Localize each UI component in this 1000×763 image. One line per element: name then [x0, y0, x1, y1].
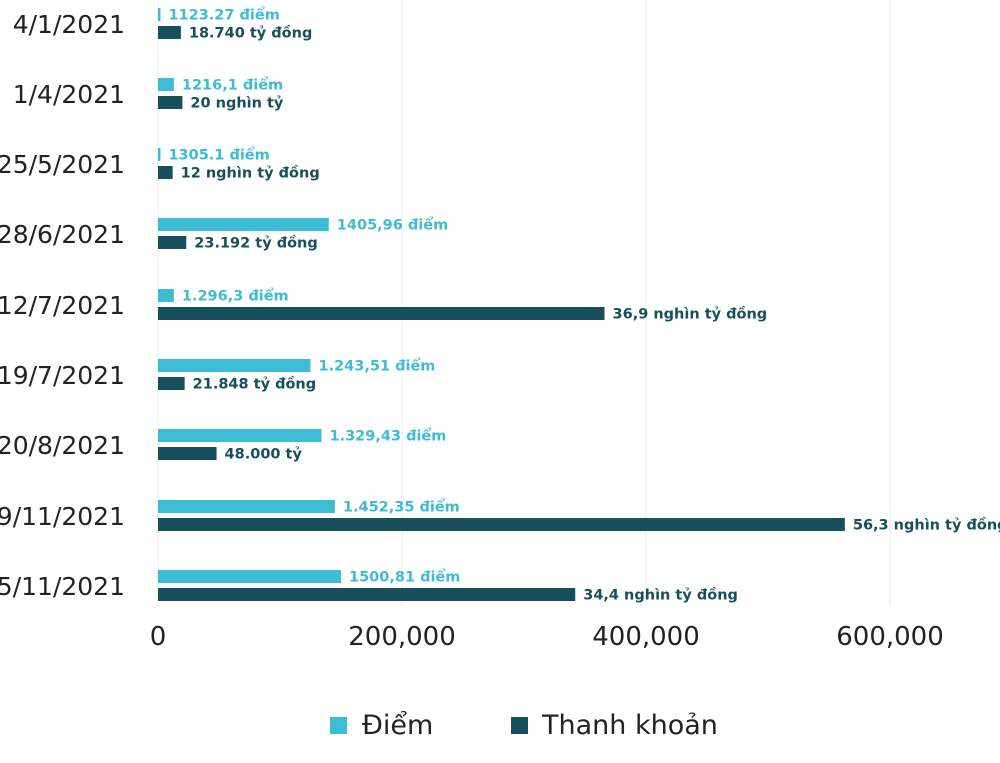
- data-label-thanh-khoan: 36,9 nghìn tỷ đồng: [613, 306, 768, 323]
- data-label-thanh-khoan: 12 nghìn tỷ đồng: [181, 165, 320, 182]
- bar-diem: [158, 8, 161, 21]
- category-label: 25/5/2021: [0, 150, 125, 179]
- bar-diem: [158, 500, 335, 513]
- category-label: 28/6/2021: [0, 220, 125, 249]
- bar-diem: [158, 218, 329, 231]
- data-label-thanh-khoan: 18.740 tỷ đồng: [189, 25, 312, 42]
- bar-thanh-khoan: [158, 307, 605, 320]
- legend-swatch: [330, 717, 347, 734]
- data-label-thanh-khoan: 23.192 tỷ đồng: [194, 235, 317, 252]
- bar-diem: [158, 429, 322, 442]
- category-label: 25/11/2021: [0, 572, 125, 601]
- legend-label: Điểm: [362, 710, 433, 741]
- category-label: 20/8/2021: [0, 431, 125, 460]
- data-label-diem: 1.296,3 điểm: [182, 288, 289, 305]
- bar-thanh-khoan: [158, 518, 845, 531]
- data-label-diem: 1.243,51 điểm: [319, 358, 436, 375]
- data-label-diem: 1216,1 điểm: [182, 77, 283, 94]
- legend-label: Thanh khoản: [541, 710, 718, 741]
- data-label-thanh-khoan: 21.848 tỷ đồng: [193, 376, 316, 393]
- bar-diem: [158, 148, 161, 161]
- bar-thanh-khoan: [158, 166, 173, 179]
- data-label-thanh-khoan: 56,3 nghìn tỷ đồng: [853, 517, 1000, 534]
- x-tick-label: 200,000: [348, 622, 456, 652]
- x-tick-label: 400,000: [592, 622, 700, 652]
- legend: Điểm Thanh khoản: [330, 710, 718, 741]
- bar-diem: [158, 78, 174, 91]
- bar-diem: [158, 359, 311, 372]
- bar-thanh-khoan: [158, 26, 181, 39]
- data-label-diem: 1123.27 điểm: [168, 7, 279, 24]
- data-label-thanh-khoan: 20 nghìn tỷ: [190, 96, 284, 112]
- category-label: 19/11/2021: [0, 502, 125, 531]
- bar-thanh-khoan: [158, 447, 217, 460]
- data-label-diem: 1305.1 điểm: [168, 147, 269, 164]
- category-label: 19/7/2021: [0, 361, 125, 390]
- data-label-diem: 1.329,43 điểm: [329, 428, 446, 445]
- data-label-diem: 1.452,35 điểm: [343, 499, 460, 516]
- x-axis-tick-labels: 0 200,000 400,000 600,000: [150, 622, 944, 652]
- category-label: 12/7/2021: [0, 291, 125, 320]
- bar-diem: [158, 570, 341, 583]
- x-tick-label: 600,000: [836, 622, 944, 652]
- bar-thanh-khoan: [158, 96, 183, 109]
- legend-swatch: [511, 717, 528, 734]
- data-label-thanh-khoan: 48.000 tỷ: [225, 447, 303, 463]
- x-tick-label: 0: [150, 622, 167, 652]
- bar-thanh-khoan: [158, 588, 576, 601]
- category-label: 4/1/2021: [13, 10, 125, 39]
- bar-diem: [158, 289, 174, 302]
- data-label-diem: 1500,81 điểm: [349, 569, 460, 586]
- bar-thanh-khoan: [158, 377, 185, 390]
- bar-thanh-khoan: [158, 236, 187, 249]
- data-label-thanh-khoan: 34,4 nghìn tỷ đồng: [583, 587, 738, 604]
- category-label: 1/4/2021: [13, 80, 125, 109]
- category-labels: 4/1/2021 1/4/2021 25/5/2021 28/6/2021 12/7/2…: [0, 10, 125, 601]
- data-label-diem: 1405,96 điểm: [337, 217, 448, 234]
